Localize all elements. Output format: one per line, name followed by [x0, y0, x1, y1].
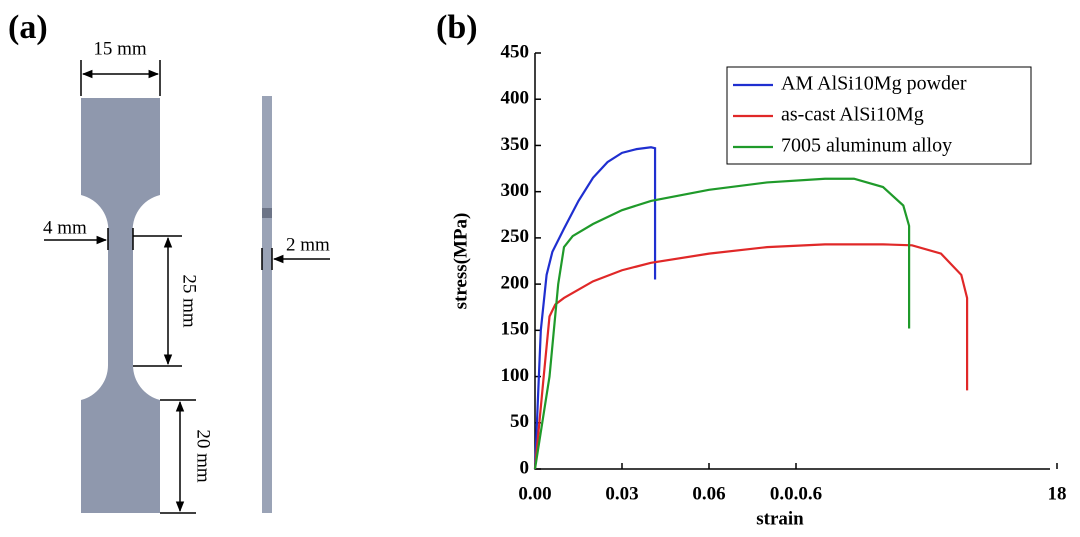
panel-label: (b) — [436, 9, 478, 46]
dim-ext — [261, 248, 273, 270]
dim-label: 4 mm — [43, 217, 87, 238]
legend-label: 7005 aluminum alloy — [781, 135, 952, 157]
y-tick-label: 450 — [501, 41, 530, 62]
legend-box — [726, 66, 1032, 165]
series-line — [533, 243, 969, 470]
legend-label: as-cast AlSi10Mg — [781, 104, 924, 126]
y-tick-label: 150 — [501, 319, 530, 340]
y-tick-label: 350 — [501, 134, 530, 155]
y-tick-label: 200 — [501, 272, 530, 293]
x-axis-label: strain — [756, 508, 804, 529]
y-tick-label: 400 — [501, 88, 530, 109]
y-tick-label: 50 — [510, 411, 529, 432]
series-line — [533, 177, 911, 470]
dim-label: 25 mm — [179, 274, 200, 328]
y-axis-label: stress(MPa) — [450, 213, 471, 310]
y-tick-label: 0 — [520, 457, 530, 478]
panel-label: (a) — [8, 9, 48, 46]
x-tick-label: 0.06 — [692, 483, 725, 504]
side-shade — [262, 208, 272, 218]
specimen-diagram: (a) 15 mm 4 mm 25 mm 20 mm 2 mm — [8, 9, 330, 514]
y-tick-label: 300 — [501, 180, 530, 201]
dim-ext — [133, 235, 182, 367]
specimen-side — [262, 96, 272, 513]
dim-label: 20 mm — [193, 429, 214, 483]
dim-label: 2 mm — [286, 234, 330, 255]
x-tick-label: 0.0.0.6 — [770, 483, 822, 504]
series-line — [533, 146, 657, 470]
dim-ext — [107, 228, 134, 250]
x-tick-label: 18 — [1048, 483, 1067, 504]
legend-label: AM AlSi10Mg powder — [781, 73, 967, 95]
dim-ext — [160, 399, 196, 514]
x-tick-label: 0.03 — [605, 483, 638, 504]
dim-ext — [80, 60, 161, 96]
y-tick-label: 250 — [501, 226, 530, 247]
x-tick-label: 0.00 — [518, 483, 551, 504]
y-tick-label: 100 — [501, 365, 530, 386]
dim-label: 15 mm — [93, 38, 147, 59]
specimen-front — [81, 98, 160, 513]
